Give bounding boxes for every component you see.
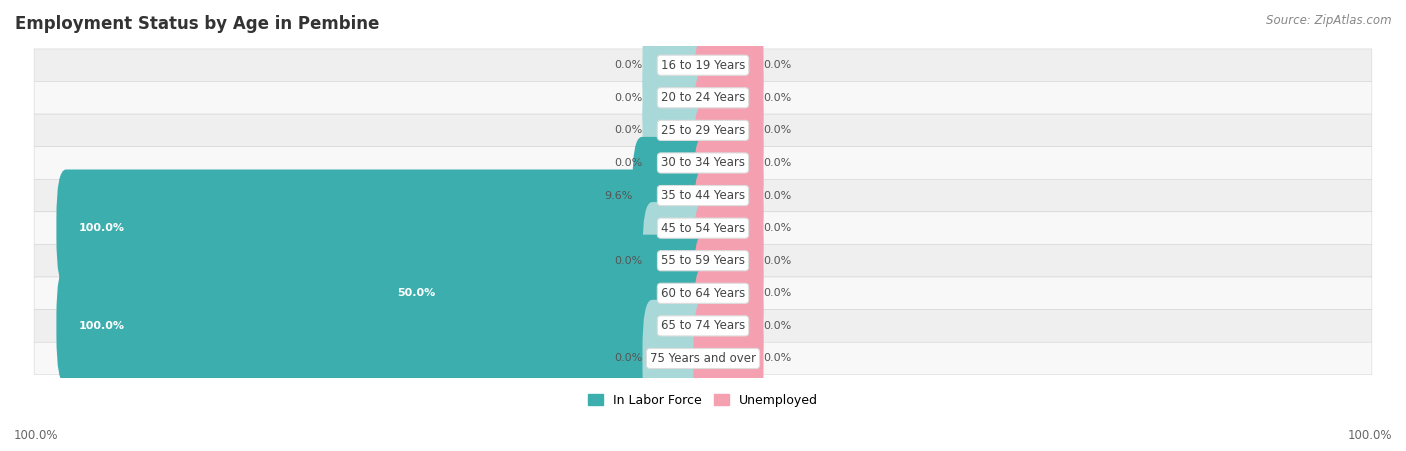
Text: 55 to 59 Years: 55 to 59 Years — [661, 254, 745, 267]
FancyBboxPatch shape — [34, 277, 1372, 309]
FancyBboxPatch shape — [643, 39, 713, 156]
Text: 45 to 54 Years: 45 to 54 Years — [661, 221, 745, 235]
Text: 0.0%: 0.0% — [763, 288, 792, 298]
Text: 100.0%: 100.0% — [14, 429, 59, 442]
FancyBboxPatch shape — [643, 104, 713, 221]
FancyBboxPatch shape — [34, 244, 1372, 277]
FancyBboxPatch shape — [693, 72, 763, 189]
FancyBboxPatch shape — [34, 212, 1372, 244]
FancyBboxPatch shape — [375, 235, 713, 352]
Text: 100.0%: 100.0% — [79, 321, 125, 331]
Text: 0.0%: 0.0% — [763, 191, 792, 201]
FancyBboxPatch shape — [633, 137, 713, 254]
FancyBboxPatch shape — [34, 147, 1372, 179]
Text: 60 to 64 Years: 60 to 64 Years — [661, 287, 745, 300]
FancyBboxPatch shape — [693, 202, 763, 319]
FancyBboxPatch shape — [693, 39, 763, 156]
Text: Employment Status by Age in Pembine: Employment Status by Age in Pembine — [15, 15, 380, 33]
Text: 0.0%: 0.0% — [614, 93, 643, 103]
Text: 0.0%: 0.0% — [614, 158, 643, 168]
Text: 0.0%: 0.0% — [763, 60, 792, 70]
Text: 0.0%: 0.0% — [763, 93, 792, 103]
Text: 0.0%: 0.0% — [763, 321, 792, 331]
Text: 100.0%: 100.0% — [79, 223, 125, 233]
Text: 75 Years and over: 75 Years and over — [650, 352, 756, 365]
FancyBboxPatch shape — [34, 49, 1372, 82]
Text: 30 to 34 Years: 30 to 34 Years — [661, 156, 745, 170]
Text: 0.0%: 0.0% — [614, 125, 643, 135]
Text: 50.0%: 50.0% — [398, 288, 436, 298]
FancyBboxPatch shape — [34, 82, 1372, 114]
FancyBboxPatch shape — [693, 7, 763, 124]
FancyBboxPatch shape — [643, 202, 713, 319]
FancyBboxPatch shape — [34, 114, 1372, 147]
Text: 0.0%: 0.0% — [763, 125, 792, 135]
Text: Source: ZipAtlas.com: Source: ZipAtlas.com — [1267, 14, 1392, 27]
FancyBboxPatch shape — [693, 235, 763, 352]
FancyBboxPatch shape — [693, 267, 763, 385]
Text: 25 to 29 Years: 25 to 29 Years — [661, 124, 745, 137]
FancyBboxPatch shape — [643, 300, 713, 417]
Text: 20 to 24 Years: 20 to 24 Years — [661, 91, 745, 104]
FancyBboxPatch shape — [34, 309, 1372, 342]
FancyBboxPatch shape — [693, 104, 763, 221]
Text: 100.0%: 100.0% — [1347, 429, 1392, 442]
Text: 0.0%: 0.0% — [763, 256, 792, 266]
Text: 0.0%: 0.0% — [614, 354, 643, 364]
FancyBboxPatch shape — [643, 7, 713, 124]
Legend: In Labor Force, Unemployed: In Labor Force, Unemployed — [583, 389, 823, 412]
Text: 16 to 19 Years: 16 to 19 Years — [661, 59, 745, 72]
FancyBboxPatch shape — [56, 267, 713, 385]
Text: 0.0%: 0.0% — [763, 158, 792, 168]
Text: 0.0%: 0.0% — [763, 354, 792, 364]
Text: 0.0%: 0.0% — [614, 256, 643, 266]
FancyBboxPatch shape — [56, 170, 713, 287]
FancyBboxPatch shape — [34, 342, 1372, 375]
Text: 35 to 44 Years: 35 to 44 Years — [661, 189, 745, 202]
FancyBboxPatch shape — [34, 179, 1372, 212]
FancyBboxPatch shape — [693, 137, 763, 254]
FancyBboxPatch shape — [693, 170, 763, 287]
Text: 65 to 74 Years: 65 to 74 Years — [661, 319, 745, 332]
FancyBboxPatch shape — [693, 300, 763, 417]
Text: 0.0%: 0.0% — [614, 60, 643, 70]
Text: 0.0%: 0.0% — [763, 223, 792, 233]
FancyBboxPatch shape — [643, 72, 713, 189]
Text: 9.6%: 9.6% — [605, 191, 633, 201]
